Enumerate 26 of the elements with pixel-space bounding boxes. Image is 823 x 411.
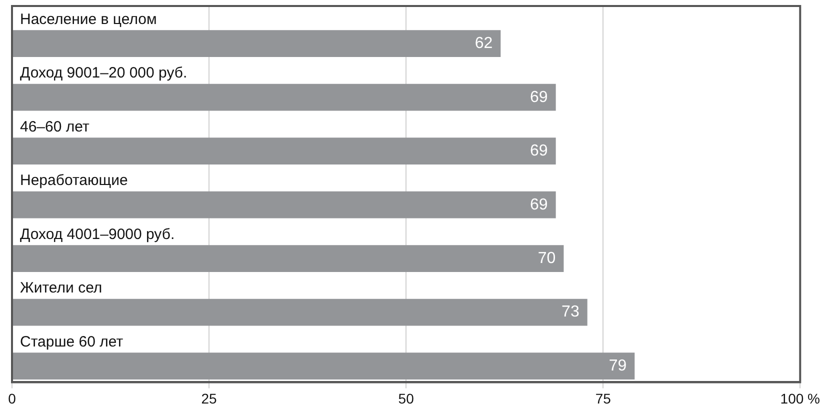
data-label: 70 <box>538 250 556 267</box>
bar <box>12 138 556 165</box>
bar <box>12 352 635 380</box>
data-label: 79 <box>608 357 627 374</box>
x-tick-label: 50 <box>398 390 414 406</box>
x-tick-label: 100 % <box>780 390 820 406</box>
bar <box>12 245 564 272</box>
y-tick-label: Доход 4001–9000 руб. <box>20 226 175 243</box>
x-tick-label: 75 <box>595 390 612 406</box>
bar <box>12 84 556 111</box>
data-label: 73 <box>562 304 580 321</box>
bar <box>12 30 501 58</box>
y-tick-label: Доход 9001–20 000 руб. <box>20 64 188 82</box>
bar <box>12 298 588 326</box>
data-label: 69 <box>530 142 548 160</box>
data-label: 62 <box>474 35 493 52</box>
data-label: 69 <box>530 88 548 106</box>
x-tick-label: 0 <box>8 390 16 406</box>
data-label: 69 <box>530 196 548 214</box>
y-tick-label: Жители сел <box>20 280 102 297</box>
y-tick-label: Неработающие <box>20 172 128 190</box>
y-tick-label: 46–60 лет <box>20 118 90 136</box>
bar <box>12 191 556 218</box>
x-tick-label: 25 <box>201 390 218 406</box>
y-tick-label: Старше 60 лет <box>20 333 124 350</box>
y-tick-label: Население в целом <box>20 10 157 28</box>
